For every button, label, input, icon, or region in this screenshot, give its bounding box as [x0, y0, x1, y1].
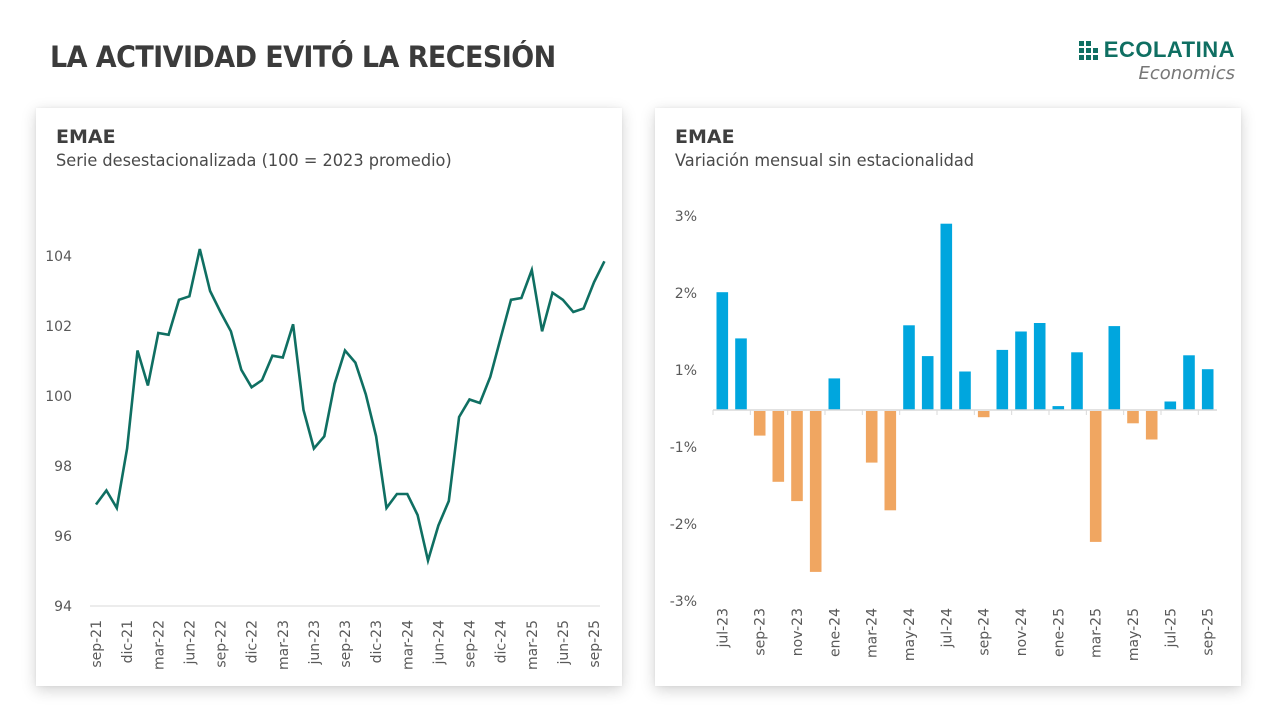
bar [959, 371, 971, 410]
bar [828, 378, 841, 410]
chart-subtitle: Serie desestacionalizada (100 = 2023 pro… [56, 151, 452, 171]
x-tick-label: sep-25 [587, 620, 603, 668]
y-tick-label: 96 [54, 529, 72, 545]
x-tick-label: ene-24 [827, 608, 843, 657]
bar [1033, 323, 1046, 410]
y-tick-label: -2% [670, 517, 697, 533]
logo-name: ECOLATINA [1103, 37, 1235, 62]
bar [772, 411, 785, 482]
bar [1164, 401, 1177, 410]
bar [1071, 352, 1083, 411]
x-tick-label: mar-23 [276, 620, 292, 670]
y-tick-label: 94 [54, 599, 72, 615]
bar [1201, 369, 1214, 410]
x-tick-label: jun-24 [431, 620, 447, 666]
series-line-emae [94, 248, 606, 566]
x-tick-label: mar-25 [525, 620, 541, 670]
x-tick-label: mar-25 [1089, 608, 1105, 658]
y-tick-label: 102 [45, 319, 72, 335]
bar [1127, 411, 1139, 424]
bar [1015, 331, 1027, 410]
x-tick-label: sep-24 [463, 620, 479, 668]
y-tick-label: 3% [675, 209, 697, 225]
bar [1145, 411, 1158, 440]
x-tick-label: jun-22 [182, 620, 198, 666]
x-tick-label: jul-25 [1163, 608, 1179, 649]
x-tick-label: dic-24 [494, 620, 510, 663]
bar [791, 411, 803, 502]
y-tick-label: 104 [45, 249, 72, 265]
bar [1089, 411, 1102, 542]
x-tick-label: sep-22 [214, 620, 230, 668]
x-tick-label: may-25 [1126, 608, 1142, 661]
x-tick-label: jul-23 [715, 608, 731, 649]
chart-title: EMAE [56, 126, 116, 148]
bar [1052, 406, 1065, 410]
x-tick-label: jun-25 [556, 620, 572, 666]
bar-chart: 3% 2% 1% -1% -2% -3% jul-23 sep-23 nov-23 ene-24 m… [670, 209, 1217, 661]
x-tick-label: mar-24 [865, 608, 881, 658]
grid-dots-icon [1078, 40, 1098, 60]
logo-subtitle: Economics [1138, 63, 1235, 84]
x-tick-label: sep-23 [338, 620, 354, 668]
bar-chart-card: EMAE Variación mensual sin estacionalida… [655, 108, 1241, 686]
x-tick-label: jul-24 [939, 608, 955, 649]
x-tick-label: sep-24 [977, 608, 993, 656]
x-tick-label: dic-21 [120, 620, 136, 663]
bar [940, 223, 953, 410]
bar [977, 411, 990, 418]
y-tick-label: -1% [670, 440, 697, 456]
bar [735, 338, 747, 410]
bar [921, 356, 934, 410]
bar [865, 411, 878, 463]
y-tick-label: 2% [675, 286, 697, 302]
bar [996, 349, 1009, 410]
chart-title: EMAE [675, 126, 735, 148]
line-chart: 94 96 98 100 102 104 sep-21 dic-21 mar-22 jun-22 s… [45, 248, 606, 670]
x-tick-label: sep-21 [89, 620, 105, 668]
x-tick-label: mar-22 [151, 620, 167, 670]
bar [1183, 355, 1195, 410]
y-tick-label: 1% [675, 363, 697, 379]
bar [716, 292, 729, 410]
x-tick-label: may-24 [902, 608, 918, 661]
x-tick-label: dic-23 [369, 620, 385, 663]
bar [1108, 326, 1121, 410]
y-tick-label: 100 [45, 389, 72, 405]
x-tick-label: nov-23 [790, 608, 806, 656]
bar [809, 411, 822, 572]
x-tick-label: sep-23 [753, 608, 769, 656]
x-tick-label: dic-22 [245, 620, 261, 663]
bar [753, 411, 766, 436]
bar [884, 411, 897, 511]
x-tick-label: jun-23 [307, 620, 323, 666]
x-tick-label: nov-24 [1014, 608, 1030, 656]
bar [903, 325, 915, 410]
x-tick-label: sep-25 [1201, 608, 1217, 656]
chart-subtitle: Variación mensual sin estacionalidad [675, 151, 975, 171]
line-chart-card: EMAE Serie desestacionalizada (100 = 202… [36, 108, 622, 686]
y-tick-label: -3% [670, 594, 697, 610]
y-tick-label: 98 [54, 459, 72, 475]
company-logo: ECOLATINA Economics [1078, 37, 1235, 85]
x-tick-label: ene-25 [1051, 608, 1067, 657]
x-tick-label: mar-24 [400, 620, 416, 670]
page-title: LA ACTIVIDAD EVITÓ LA RECESIÓN [50, 40, 556, 74]
